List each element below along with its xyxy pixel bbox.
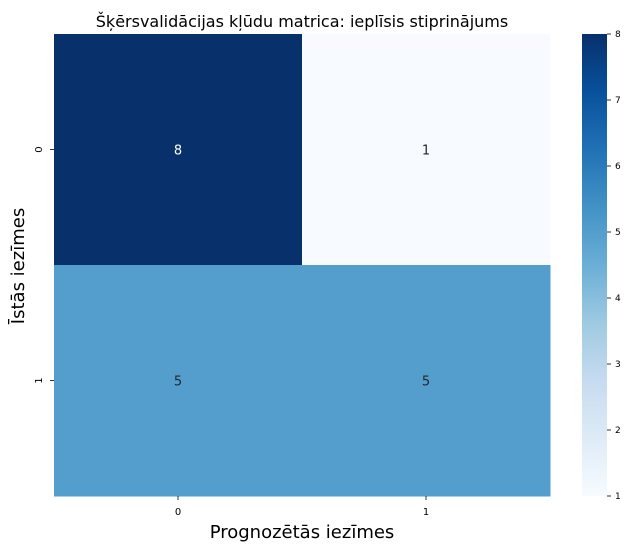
y-tick-label: 0 [34, 146, 45, 152]
heatmap-cell-1-1 [302, 265, 551, 497]
colorbar-tick-label: 3 [615, 360, 621, 370]
cell-value-0-1: 1 [422, 144, 430, 159]
colorbar-tick-label: 8 [615, 30, 621, 40]
cell-annotations: 8 1 5 5 [174, 144, 430, 390]
x-tick-label: 0 [175, 507, 181, 518]
colorbar-tick-label: 2 [615, 426, 621, 436]
colorbar-tick-label: 7 [615, 96, 621, 106]
y-axis-ticks: 01 [34, 146, 54, 384]
colorbar-ticks: 1 2 3 4 5 6 7 8 [607, 30, 621, 502]
colorbar-tick-label: 4 [615, 294, 621, 304]
colorbar [582, 34, 607, 496]
heatmap-cells [54, 34, 551, 497]
heatmap-cell-0-0 [54, 34, 303, 266]
x-axis-label: Prognozētās iezīmes [210, 522, 395, 543]
cell-value-1-0: 5 [174, 375, 182, 390]
colorbar-tick-label: 5 [615, 228, 621, 238]
colorbar-tick-label: 1 [615, 492, 621, 502]
heatmap-cell-1-0 [54, 265, 303, 497]
heatmap-cell-0-1 [302, 34, 551, 266]
cell-value-0-0: 8 [174, 144, 182, 159]
chart-title: Šķērsvalidācijas kļūdu matrica: ieplīsis… [96, 12, 508, 31]
y-tick-label: 1 [34, 377, 45, 383]
y-axis-label: Īstās iezīmes [7, 208, 29, 324]
colorbar-tick-label: 6 [615, 162, 621, 172]
x-tick-label: 1 [423, 507, 429, 518]
cell-value-1-1: 5 [422, 375, 430, 390]
